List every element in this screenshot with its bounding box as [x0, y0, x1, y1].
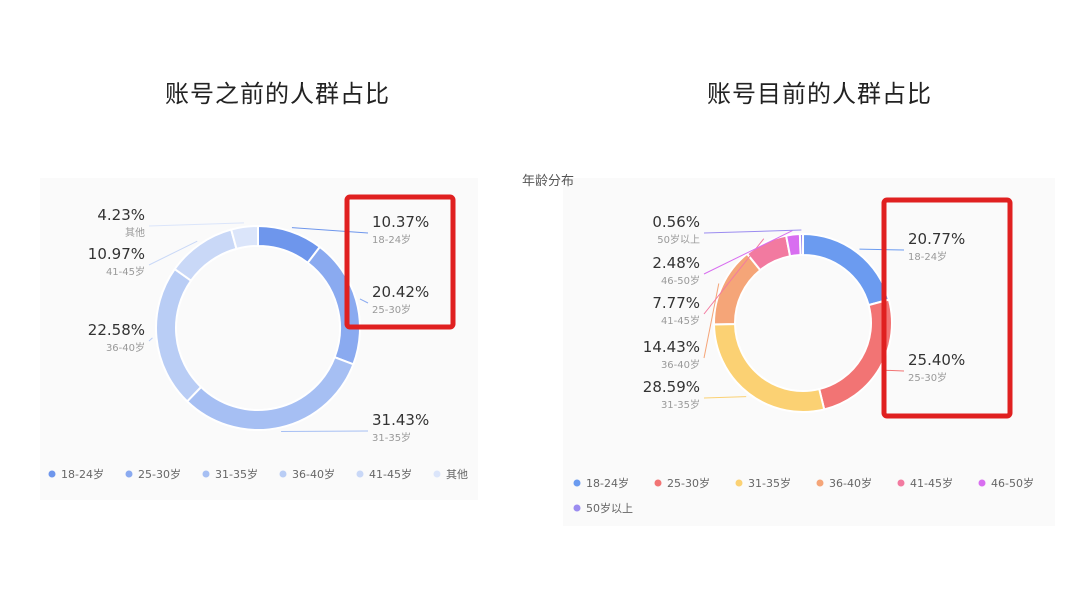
- chart1-legend-swatch-6: [433, 470, 441, 478]
- chart2-leader-4: [703, 283, 720, 359]
- chart2-slice-4: [713, 252, 762, 326]
- chart2-legend-swatch-6: [978, 479, 986, 487]
- chart2-leader-6: [703, 230, 793, 275]
- chart1-legend-swatch-4: [279, 470, 287, 478]
- chart2-slice-3: [712, 323, 826, 413]
- chart1-value-label-2: 20.42%: [372, 283, 429, 301]
- chart2-slice-7: [798, 232, 804, 257]
- chart2-category-label-5: 41-45岁: [661, 314, 700, 327]
- chart1-category-label-4: 36-40岁: [106, 341, 145, 354]
- chart2-category-label-2: 25-30岁: [908, 371, 947, 384]
- chart2-category-label-3: 31-35岁: [661, 398, 700, 411]
- chart2-value-label-4: 14.43%: [643, 338, 700, 356]
- chart1-value-label-6: 4.23%: [97, 206, 145, 224]
- chart2-legend-item-3: 31-35岁: [748, 476, 791, 490]
- chart2-value-label-7: 0.56%: [652, 213, 700, 231]
- chart2-legend-swatch-2: [654, 479, 662, 487]
- chart2-slice-1: [802, 232, 891, 307]
- chart2-legend-swatch-3: [735, 479, 743, 487]
- chart1-leader-2: [359, 298, 369, 304]
- chart2-leader-7: [703, 229, 802, 234]
- chart1-category-label-2: 25-30岁: [372, 303, 411, 316]
- chart2-slice-2: [817, 298, 893, 411]
- chart2-legend-item-2: 25-30岁: [667, 476, 710, 490]
- chart1-legend-swatch-2: [125, 470, 133, 478]
- chart1-legend-item-4: 36-40岁: [292, 467, 335, 481]
- chart1-leader-1: [291, 227, 369, 234]
- chart1-category-label-5: 41-45岁: [106, 265, 145, 278]
- chart2-value-label-2: 25.40%: [908, 351, 965, 369]
- chart2-leader-3: [703, 396, 747, 399]
- right-chart-heading: 账号目前的人群占比: [707, 80, 932, 108]
- chart1-slice-1: [257, 224, 322, 265]
- left-chart-heading: 账号之前的人群占比: [165, 80, 390, 108]
- chart2-leader-2: [883, 369, 905, 372]
- chart2-legend-item-6: 46-50岁: [991, 476, 1034, 490]
- chart1-legend-swatch-1: [48, 470, 56, 478]
- chart2-legend-swatch-5: [897, 479, 905, 487]
- chart1-legend-swatch-5: [356, 470, 364, 478]
- chart1-leader-6: [148, 222, 244, 227]
- chart2-value-label-5: 7.77%: [652, 294, 700, 312]
- chart2-legend-swatch-4: [816, 479, 824, 487]
- chart2-category-label-4: 36-40岁: [661, 358, 700, 371]
- chart2-legend-item-1: 18-24岁: [586, 476, 629, 490]
- chart1-slice-3: [185, 355, 355, 431]
- chart2-value-label-1: 20.77%: [908, 230, 965, 248]
- chart-subtitle: 年龄分布: [522, 174, 575, 189]
- chart2-legend-item-5: 41-45岁: [910, 476, 953, 490]
- chart2-legend-swatch-7: [573, 504, 581, 512]
- chart2-category-label-6: 46-50岁: [661, 274, 700, 287]
- chart2-legend-item-4: 36-40岁: [829, 476, 872, 490]
- chart1-highlight-box: [344, 194, 456, 330]
- chart2-value-label-3: 28.59%: [643, 378, 700, 396]
- chart1-value-label-4: 22.58%: [88, 321, 145, 339]
- chart1-leader-5: [148, 240, 198, 266]
- chart2-category-label-1: 18-24岁: [908, 250, 947, 263]
- chart1-legend-item-2: 25-30岁: [138, 467, 181, 481]
- chart1-value-label-3: 31.43%: [372, 411, 429, 429]
- chart1-legend-item-6: 其他: [446, 468, 468, 481]
- chart1-category-label-6: 其他: [125, 226, 145, 239]
- chart1-slice-6: [229, 224, 259, 251]
- chart2-legend-swatch-1: [573, 479, 581, 487]
- chart1-legend-item-3: 31-35岁: [215, 467, 258, 481]
- chart2-category-label-7: 50岁以上: [657, 233, 700, 246]
- chart2-value-label-6: 2.48%: [652, 254, 700, 272]
- chart1-value-label-1: 10.37%: [372, 213, 429, 231]
- chart1-slice-4: [155, 267, 203, 403]
- chart1-slice-2: [306, 245, 361, 366]
- chart1-leader-4: [148, 337, 153, 342]
- chart2-leader-5: [703, 238, 765, 315]
- chart1-legend-item-1: 18-24岁: [61, 467, 104, 481]
- chart1-slice-5: [173, 228, 238, 283]
- chart1-legend-item-5: 41-45岁: [369, 467, 412, 481]
- chart2-highlight-box: [881, 197, 1013, 419]
- chart1-category-label-3: 31-35岁: [372, 431, 411, 444]
- chart1-category-label-1: 18-24岁: [372, 233, 411, 246]
- chart2-legend-item-7: 50岁以上: [586, 501, 633, 515]
- chart1-value-label-5: 10.97%: [88, 245, 145, 263]
- chart1-legend-swatch-3: [202, 470, 210, 478]
